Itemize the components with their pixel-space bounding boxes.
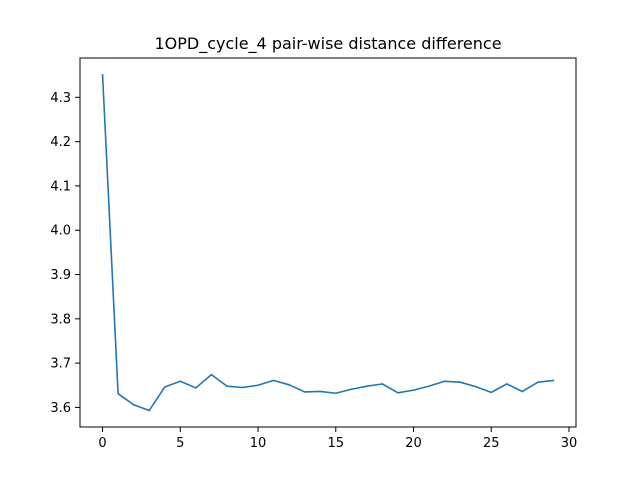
data-point [148, 409, 150, 412]
chart-title: 1OPD_cycle_4 pair-wise distance differen… [154, 34, 501, 54]
data-point [179, 380, 182, 383]
data-point [506, 383, 508, 385]
data-point [303, 391, 306, 393]
x-tick-label: 10 [250, 436, 267, 451]
data-point [350, 388, 353, 391]
data-point [210, 373, 213, 376]
data-point [101, 73, 104, 76]
data-point [490, 391, 493, 394]
y-tick-label: 3.9 [50, 268, 71, 283]
data-point [272, 379, 275, 382]
data-point [397, 392, 399, 394]
plot-area-frame [79, 57, 577, 428]
x-tick-label: 20 [405, 436, 422, 451]
y-axis-ticks: 3.6 3.7 3.8 3.9 4.0 4.1 4.2 4.3 [50, 91, 80, 416]
data-point [366, 385, 368, 387]
data-point [288, 384, 290, 386]
series-line [101, 73, 555, 412]
data-point [117, 392, 119, 395]
data-point [428, 385, 430, 387]
y-tick-label: 4.1 [50, 179, 71, 194]
x-tick-label: 0 [98, 436, 106, 451]
y-tick-label: 3.6 [50, 401, 71, 416]
data-point [521, 390, 524, 393]
data-point [132, 403, 135, 406]
data-point [443, 380, 446, 383]
data-point [459, 381, 461, 383]
data-point [319, 390, 322, 393]
y-tick-label: 4.0 [50, 224, 71, 239]
x-tick-label: 30 [561, 436, 578, 451]
data-point [474, 385, 477, 388]
x-tick-label: 15 [328, 436, 345, 451]
y-tick-label: 4.2 [50, 135, 71, 150]
data-point [537, 381, 539, 383]
x-axis-ticks: 0 5 10 15 20 25 30 [98, 427, 577, 451]
data-point [226, 385, 228, 387]
data-point [334, 392, 337, 395]
data-points [101, 73, 555, 412]
data-point [257, 384, 259, 387]
y-tick-label: 3.7 [50, 357, 71, 372]
x-tick-label: 5 [176, 436, 184, 451]
data-point [241, 386, 244, 389]
data-point [195, 387, 197, 389]
data-point [381, 383, 384, 385]
data-point [412, 389, 415, 391]
y-tick-label: 4.3 [50, 91, 71, 106]
data-point [552, 379, 555, 382]
data-point [163, 386, 166, 388]
y-tick-label: 3.8 [50, 312, 71, 327]
x-tick-label: 25 [483, 436, 500, 451]
